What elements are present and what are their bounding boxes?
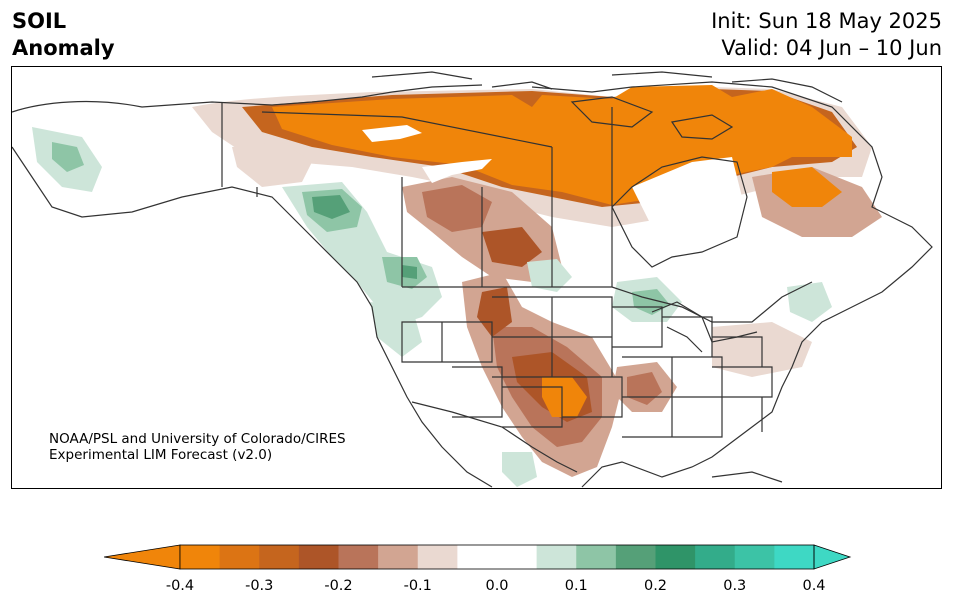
colorbar-cell [259, 545, 300, 569]
colorbar-tick-label: 0.2 [643, 578, 668, 594]
init-date: Init: Sun 18 May 2025 [711, 9, 942, 33]
us-mexico-border [411, 401, 578, 473]
california-wet-patch [370, 302, 422, 357]
colorbar-cell [655, 545, 696, 569]
colorbar-cell [695, 545, 736, 569]
colorbar-cells [104, 544, 852, 570]
hudson-bay [632, 157, 742, 247]
alaska-dry-patch [232, 142, 312, 187]
forecast-dates: Init: Sun 18 May 2025 Valid: 04 Jun – 10… [711, 8, 942, 62]
inland-water [362, 125, 742, 247]
colorbar-cell [615, 545, 656, 569]
colorbar-tick-label: -0.3 [245, 578, 274, 594]
colorbar-cell [378, 545, 419, 569]
coastline [12, 81, 933, 488]
colorbar-tick-label: -0.1 [403, 578, 432, 594]
colorbar-tick-label: 0.4 [802, 578, 826, 594]
map-title: SOIL Anomaly [12, 8, 115, 62]
map-panel [11, 66, 942, 489]
provincial-borders [261, 107, 613, 287]
northern-plains-wet-patch [527, 259, 572, 292]
colorbar-under-extension [104, 544, 181, 570]
quantity-label: Anomaly [12, 36, 115, 60]
colorbar-tick-label: 0.0 [485, 578, 509, 594]
colorbar-cell [497, 545, 538, 569]
colorbar-over-extension [813, 544, 852, 570]
colorbar-cell [734, 545, 775, 569]
colorbar-cell [298, 545, 339, 569]
variable-label: SOIL [12, 9, 67, 33]
new-england-wet-patch [787, 282, 832, 322]
colorbar-cell [219, 545, 260, 569]
great-lakes [651, 301, 758, 353]
colorbar-cell [774, 545, 815, 569]
credit-line-1: NOAA/PSL and University of Colorado/CIRE… [49, 431, 346, 447]
boundaries [12, 71, 933, 488]
great-slave-lake [422, 159, 492, 183]
great-bear-lake [362, 125, 422, 142]
colorbar [104, 544, 852, 570]
colorbar-cell [576, 545, 617, 569]
us-state-borders [401, 296, 773, 438]
valid-date: Valid: 04 Jun – 10 Jun [721, 36, 942, 60]
colorbar-cell [417, 545, 458, 569]
colorbar-cell [180, 545, 221, 569]
arctic-islands [371, 71, 843, 140]
wet-anomaly-shading [32, 127, 832, 487]
data-credit: NOAA/PSL and University of Colorado/CIRE… [49, 431, 346, 463]
colorbar-tick-label: 0.1 [564, 578, 588, 594]
colorbar-tick-label: -0.2 [324, 578, 353, 594]
cuba [711, 471, 783, 483]
credit-line-2: Experimental LIM Forecast (v2.0) [49, 447, 273, 463]
colorbar-tick-label: -0.4 [165, 578, 195, 594]
colorbar-cell [338, 545, 379, 569]
anomaly-map [12, 71, 933, 488]
colorbar-outline [179, 544, 815, 570]
colorbar-cell [536, 545, 577, 569]
colorbar-tick-label: 0.3 [723, 578, 747, 594]
colorbar-cell [457, 545, 498, 569]
mexico-wet-patch [502, 452, 537, 487]
hudson-bay-coast [611, 156, 748, 268]
